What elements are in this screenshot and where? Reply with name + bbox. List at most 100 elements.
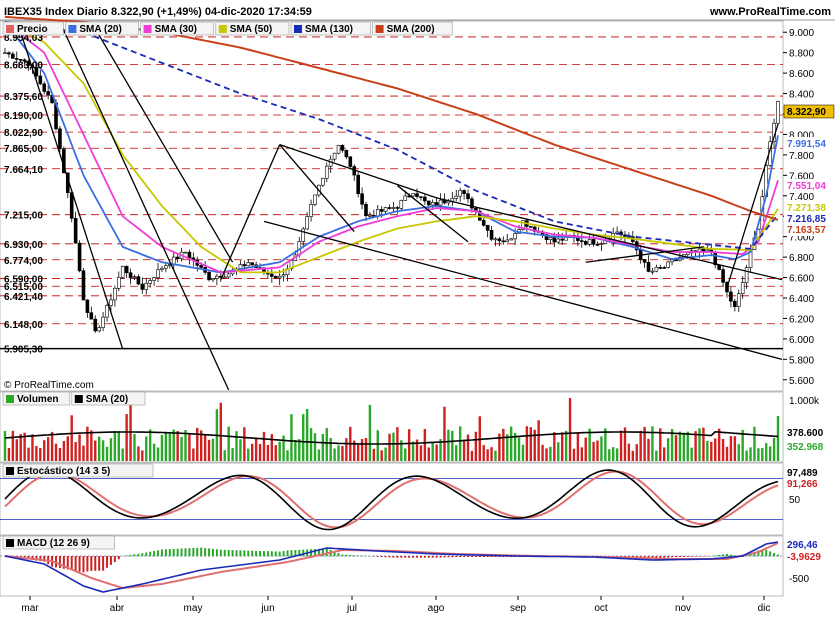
trendline: [279, 144, 355, 232]
volume-bar: [360, 439, 364, 461]
legend-swatch: [375, 25, 384, 33]
candle-body: [93, 318, 98, 332]
candle-body: [332, 152, 337, 160]
macd-histogram-bar: [223, 549, 226, 557]
candle-body: [505, 239, 510, 243]
macd-histogram-bar: [682, 556, 685, 557]
volume-bar: [50, 431, 54, 461]
macd-histogram-bar: [274, 551, 277, 557]
candle-body: [729, 291, 733, 302]
candle-body: [521, 220, 525, 230]
candle-body: [721, 269, 725, 283]
tick-label: 7.000: [789, 233, 814, 244]
legend-swatch: [6, 539, 14, 547]
value-badge: [784, 137, 834, 150]
stochastic-panel[interactable]: [0, 462, 784, 536]
macd-histogram-bar: [773, 553, 776, 557]
tick-label: 6.800: [789, 253, 814, 264]
value-badge-label: 7.163,57: [787, 225, 826, 236]
volume-bar: [694, 431, 697, 461]
candle-body: [34, 67, 39, 77]
volume-bar: [619, 430, 623, 461]
volume-bar: [498, 433, 501, 461]
legend-box: [2, 463, 154, 478]
stoch-k-line: [4, 469, 779, 531]
volume-bar: [627, 443, 631, 461]
volume-bar: [266, 444, 270, 461]
candle-body: [313, 194, 317, 205]
volume-bar: [27, 447, 30, 461]
macd-histogram-bar: [153, 550, 156, 557]
month-label: nov: [675, 603, 691, 614]
candle-body: [501, 240, 506, 243]
volume-bar: [274, 445, 277, 461]
volume-bar: [11, 430, 15, 461]
candle-body: [160, 267, 164, 271]
macd-histogram-bar: [109, 556, 112, 565]
volume-bar: [572, 448, 576, 461]
volume-tick: 1.000k: [789, 396, 820, 407]
volume-panel[interactable]: [0, 391, 784, 463]
volume-bar: [447, 429, 450, 461]
volume-bar: [337, 445, 340, 461]
macd-histogram-bar: [400, 556, 403, 558]
volume-bar: [521, 444, 525, 461]
candle-body: [674, 259, 678, 262]
volume-bar: [776, 415, 780, 461]
macd-histogram-bar: [431, 556, 434, 558]
stochastic-legend: Estocástico (14 3 5): [2, 463, 154, 478]
volume-bar: [506, 434, 509, 461]
stoch-d-line: [4, 470, 779, 529]
volume-bar: [58, 448, 62, 461]
volume-bar: [643, 426, 646, 461]
volume-bar: [188, 433, 191, 461]
volume-bar: [423, 428, 427, 461]
candle-body: [403, 195, 408, 201]
macd-histogram-bar: [396, 556, 399, 558]
value-badge: [783, 104, 835, 119]
month-label: jun: [260, 603, 274, 614]
volume-bar: [431, 442, 434, 461]
volume-bar: [702, 427, 705, 461]
volume-bar: [631, 450, 635, 461]
macd-histogram-bar: [337, 552, 340, 557]
macd-histogram-bar: [247, 550, 250, 557]
level-label: 6.421,40: [4, 292, 43, 303]
legend-swatch: [294, 25, 302, 33]
volume-bar: [411, 441, 415, 461]
volume-bar: [549, 446, 552, 461]
level-label: 7.215,00: [4, 211, 43, 222]
candle-body: [116, 276, 121, 289]
volume-bar: [94, 440, 97, 461]
volume-bar: [62, 441, 66, 461]
volume-bar: [46, 437, 50, 461]
macd-panel[interactable]: [0, 535, 784, 597]
level-label: 7.865,00: [4, 144, 43, 155]
macd-histogram-bar: [722, 554, 725, 557]
candle-body: [552, 237, 557, 243]
trendlines: [20, 21, 783, 391]
tick-label: 7.400: [789, 192, 814, 203]
volume-bar: [39, 448, 42, 461]
candle-body: [164, 265, 168, 269]
price-legend: Precio SMA (20) SMA (30) SMA (50) SMA (130) S…: [2, 21, 453, 36]
month-label: sep: [510, 603, 527, 614]
volume-bar: [486, 449, 489, 461]
stochastic-lines: [0, 469, 783, 531]
volume-bar: [66, 436, 69, 461]
legend-swatch: [6, 467, 14, 475]
volume-bar: [729, 436, 733, 461]
candle-body: [113, 287, 117, 301]
candle-body: [544, 234, 549, 240]
candle-body: [58, 128, 62, 150]
volume-badge: [784, 426, 834, 439]
macd-histogram-bar: [235, 550, 238, 557]
volume-bar: [698, 428, 701, 461]
site-name[interactable]: www.ProRealTime.com: [709, 6, 831, 18]
macd-histogram-bar: [392, 556, 395, 558]
volume-bar: [329, 437, 332, 461]
price-panel[interactable]: [0, 20, 784, 392]
macd-histogram-bar: [757, 550, 760, 557]
macd-histogram-bar: [718, 554, 721, 557]
candle-body: [391, 207, 396, 209]
